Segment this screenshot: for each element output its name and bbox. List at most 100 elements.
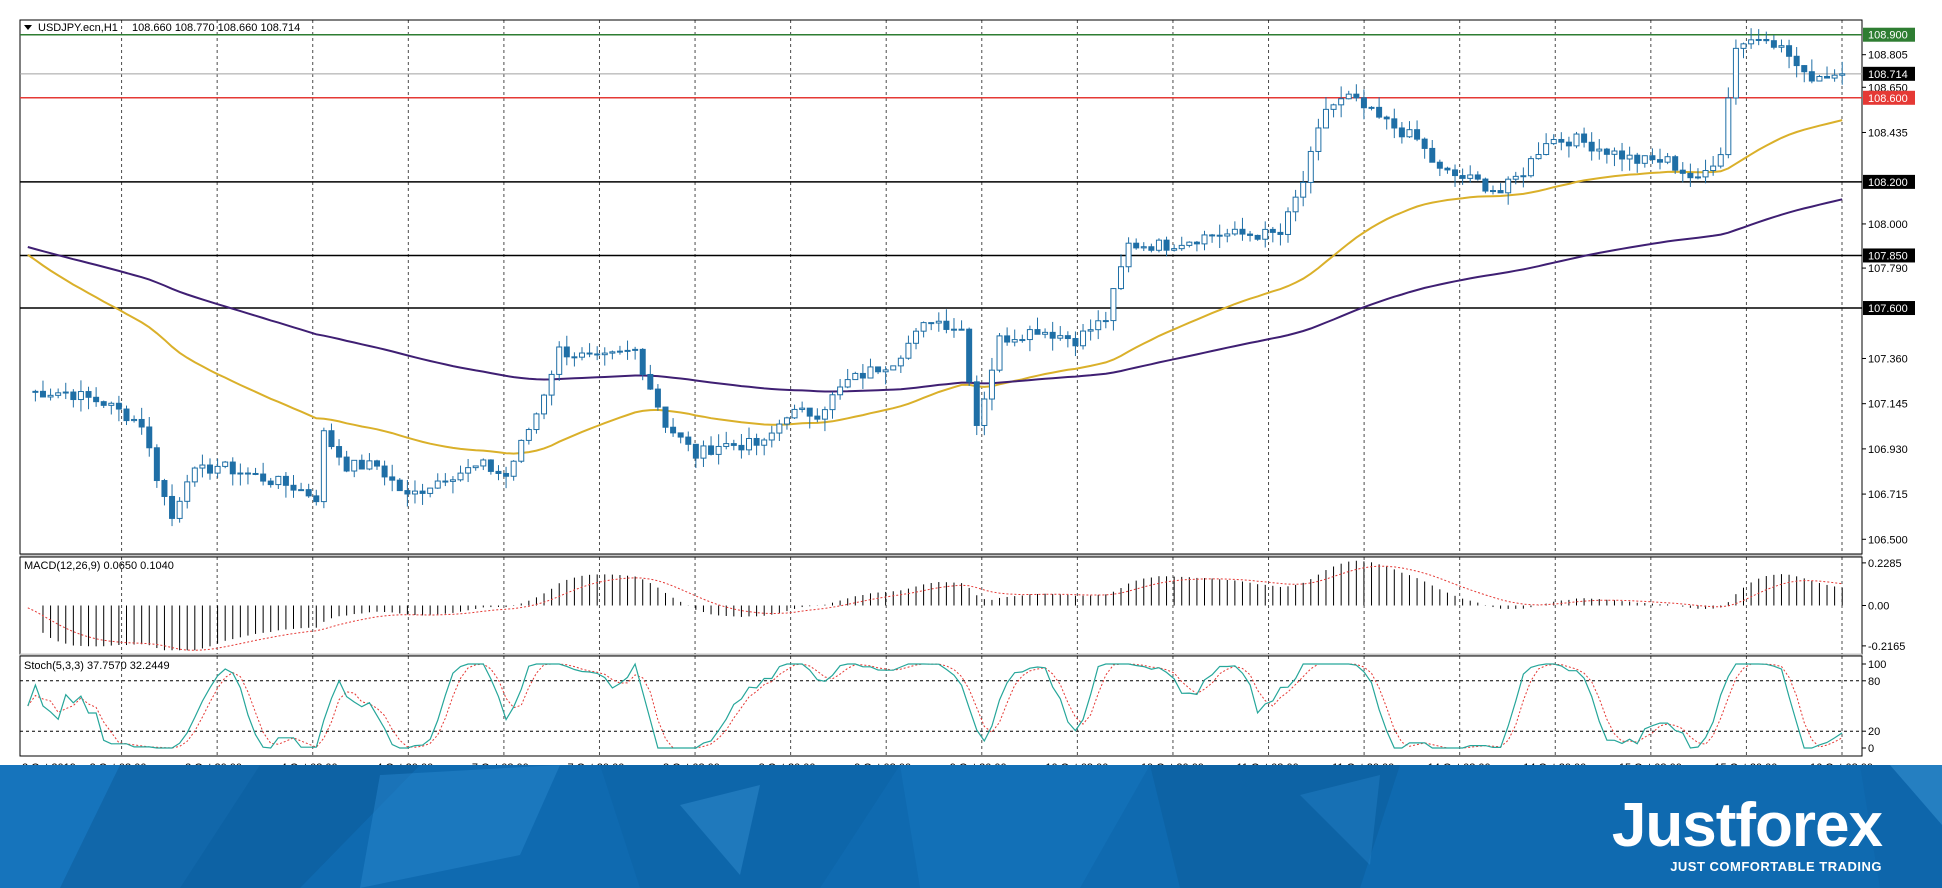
candle-body [1117, 266, 1124, 290]
candle-body [313, 495, 320, 503]
candle-body [199, 464, 206, 469]
candle-body [1292, 196, 1299, 213]
candle-body [1148, 246, 1155, 251]
dropdown-triangle-icon[interactable] [24, 25, 32, 30]
candle-body [1664, 156, 1671, 163]
candle-body [480, 459, 487, 467]
candle-body [1482, 178, 1489, 192]
candle-body [1596, 148, 1603, 152]
candle-body [677, 432, 684, 438]
candle-body [890, 365, 897, 371]
candle-body [1193, 241, 1200, 245]
price-pane-frame [19, 19, 1863, 555]
stoch-y-tick-label: 0 [1868, 743, 1874, 755]
candle-body [1611, 150, 1618, 155]
candle-body [1080, 330, 1087, 347]
candle-body [419, 490, 426, 494]
candle-body [358, 459, 365, 470]
candle-body [1725, 97, 1732, 156]
price-level-label: 108.900 [1868, 30, 1908, 42]
candle-body [1398, 127, 1405, 138]
candle-body [411, 490, 418, 495]
candle-body [578, 352, 585, 358]
candle-body [1239, 228, 1246, 235]
candle-body [1793, 55, 1800, 67]
candle-body [594, 353, 601, 356]
candle-body [806, 407, 813, 417]
candle-body [206, 464, 213, 474]
chart-area[interactable]: 0.2285 0.00 -0.2165 100 80 20 0 108.805 108.65… [0, 0, 1942, 765]
macd-y-tick-label: -0.2165 [1868, 641, 1905, 653]
candle-body [1322, 108, 1329, 129]
candle-body [1467, 174, 1474, 179]
price-level-label: 107.850 [1868, 250, 1908, 262]
candle-body [1026, 329, 1033, 341]
candle-body [343, 456, 350, 472]
candle-body [32, 390, 39, 393]
candle-body [62, 391, 69, 394]
candle-body [153, 447, 160, 482]
candle-body [222, 461, 229, 467]
candle-body [465, 467, 472, 474]
candle-body [988, 369, 995, 400]
candle-body [366, 460, 373, 470]
x-tick-label: 10 Oct 20:00 [1141, 762, 1204, 765]
ema-slow-line [27, 198, 1843, 393]
stoch-main-line [27, 662, 1843, 749]
candle-body [1277, 231, 1284, 235]
candle-body [1383, 116, 1390, 120]
candle-body [1095, 320, 1102, 331]
candle-body [1497, 190, 1504, 194]
x-tick-label: 4 Oct 08:00 [281, 762, 338, 765]
candle-body [1459, 175, 1466, 179]
candle-body [1649, 155, 1656, 161]
candle-body [761, 439, 768, 446]
candle-body [1626, 154, 1633, 160]
candle-body [1133, 242, 1140, 249]
current-price-tag [1863, 66, 1915, 81]
candle-body [1839, 73, 1846, 76]
price-level-label: 108.600 [1868, 93, 1908, 105]
candle-body [1224, 233, 1231, 237]
y-tick-label: 106.500 [1868, 534, 1908, 546]
candle-body [897, 357, 904, 367]
candle-body [1565, 141, 1572, 147]
candle-body [882, 369, 889, 373]
macd-y-tick-label: 0.00 [1868, 601, 1889, 613]
candle-body [1155, 239, 1162, 251]
candle-body [85, 391, 92, 398]
candle-body [1345, 93, 1352, 100]
candle-body [837, 386, 844, 396]
candle-body [662, 406, 669, 428]
candle-body [1072, 338, 1079, 347]
candle-body [1505, 178, 1512, 194]
candle-body [305, 489, 312, 497]
candle-body [1573, 133, 1580, 147]
footer-background [0, 765, 1942, 888]
candle-body [1710, 165, 1717, 172]
candle-body [1186, 241, 1193, 246]
candle-body [1414, 129, 1421, 140]
current-price-label: 108.714 [1868, 69, 1908, 81]
candle-body [1102, 320, 1109, 323]
price-level-tag [1863, 248, 1915, 263]
candle-body [821, 409, 828, 420]
candle-body [1019, 339, 1026, 342]
stoch-signal-line [27, 663, 1843, 749]
brand-logo: Justforex JUST COMFORTABLE TRADING [1612, 795, 1883, 875]
x-tick-label: 8 Oct 08:00 [663, 762, 720, 765]
y-tick-label: 107.360 [1868, 353, 1908, 365]
candle-body [624, 349, 631, 352]
y-tick-label: 106.930 [1868, 444, 1908, 456]
candle-body [533, 413, 540, 431]
candle-body [981, 398, 988, 426]
candle-body [184, 481, 191, 502]
price-level-tag [1863, 174, 1915, 189]
candle-body [654, 388, 661, 408]
candle-body [47, 394, 54, 398]
candle-body [556, 346, 563, 375]
ema-fast-line [27, 119, 1843, 455]
candle-body [670, 426, 677, 434]
candle-body [328, 430, 335, 448]
